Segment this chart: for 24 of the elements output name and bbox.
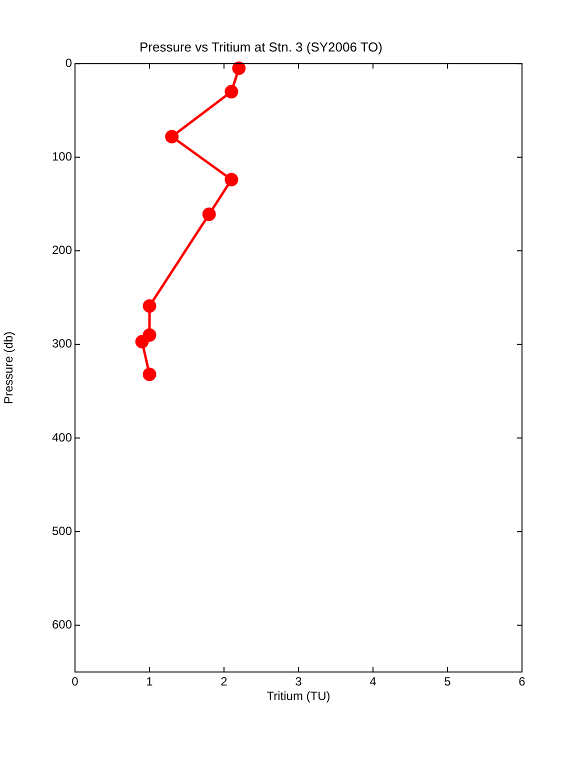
- point: [142, 368, 156, 382]
- x-axis-title: Tritium (TU): [266, 689, 330, 704]
- point: [224, 172, 238, 186]
- y-tick-label: 400: [52, 430, 72, 444]
- y-tick-label: 600: [52, 618, 72, 632]
- point: [224, 84, 238, 98]
- x-tick-label: 5: [444, 674, 452, 689]
- y-tick-label: 500: [52, 524, 72, 538]
- y-tick-label: 300: [52, 336, 72, 351]
- y-tick-label: 100: [52, 150, 72, 164]
- x-tick-label: 4: [370, 674, 377, 689]
- point: [135, 334, 149, 348]
- x-tick-label: 6: [518, 674, 526, 689]
- y-axis-title: Pressure (db): [2, 331, 16, 404]
- x-tick-label: 3: [295, 674, 302, 689]
- chart-title: Pressure vs Tritium at Stn. 3 (SY2006 TO): [139, 39, 383, 54]
- point: [202, 208, 216, 222]
- y-tick-label: 0: [65, 56, 72, 70]
- x-tick-label: 1: [146, 674, 154, 689]
- point: [232, 62, 246, 76]
- y-tick-label: 200: [52, 243, 72, 258]
- point: [165, 130, 179, 144]
- x-tick-label: 2: [220, 674, 228, 689]
- point: [142, 299, 156, 313]
